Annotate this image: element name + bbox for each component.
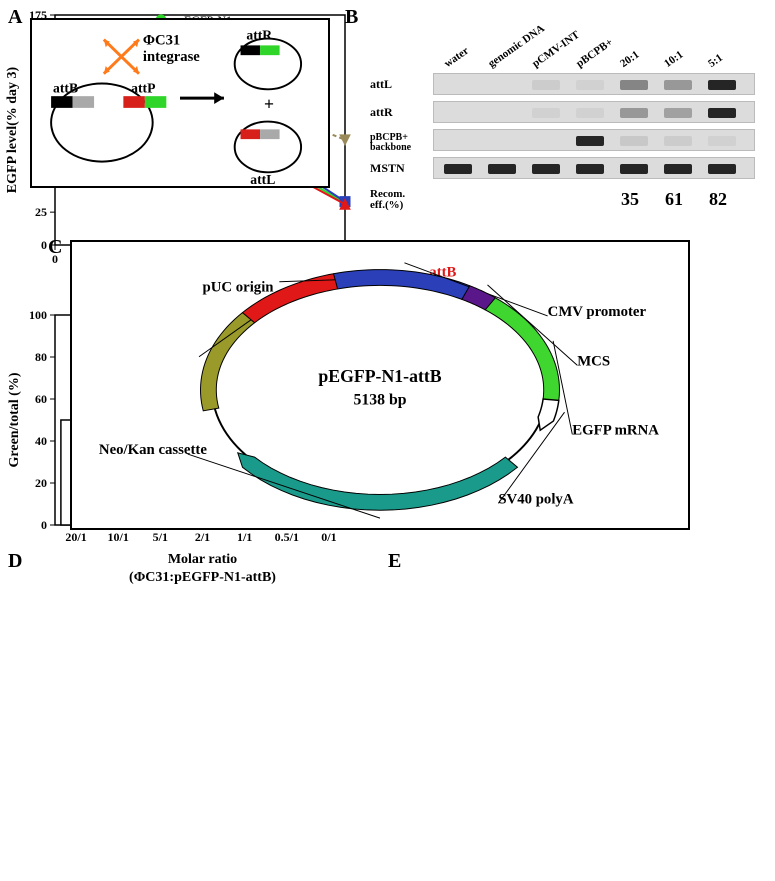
svg-text:2/1: 2/1 (195, 530, 210, 544)
band (620, 136, 648, 146)
svg-text:20: 20 (35, 476, 47, 490)
band (532, 164, 560, 174)
lane-label-5: 10:1 (662, 49, 685, 70)
svg-text:Green/total (%): Green/total (%) (7, 372, 22, 467)
band (576, 136, 604, 146)
svg-text:5/1: 5/1 (153, 530, 168, 544)
panel-a-diagram: attB attP ΦC31 integrase attR + attL (30, 18, 330, 188)
lane-label-4: 20:1 (618, 49, 641, 70)
plasmid-label-6: Neo/Kan cassette (99, 442, 207, 458)
panel-c-plasmid: pEGFP-N1-attB 5138 bp pUC originattBCMV … (70, 240, 690, 530)
plasmid-svg: pEGFP-N1-attB 5138 bp pUC originattBCMV … (72, 242, 688, 528)
lane-label-0: water (442, 45, 471, 70)
band (708, 108, 736, 118)
gel-strip-0 (433, 73, 755, 95)
attl-label: attL (250, 172, 275, 186)
label-a: A (8, 6, 22, 29)
plasmid-label-0: pUC origin (202, 279, 273, 295)
svg-text:0/1: 0/1 (321, 530, 336, 544)
plasmid-name: pEGFP-N1-attB (318, 366, 441, 386)
eff-value-5: 61 (665, 189, 683, 210)
band (576, 164, 604, 174)
svg-text:40: 40 (35, 434, 47, 448)
label-c: C (48, 236, 62, 259)
band (664, 80, 692, 90)
svg-text:EGFP level(% day 3): EGFP level(% day 3) (5, 66, 20, 193)
svg-text:Molar ratio: Molar ratio (168, 552, 237, 567)
plasmid-label-2: CMV promoter (548, 304, 647, 320)
band (708, 80, 736, 90)
svg-text:(ΦC31:pEGFP-N1-attB): (ΦC31:pEGFP-N1-attB) (129, 570, 276, 585)
row-label-eff: Recom.eff.(%) (370, 189, 430, 211)
panel-b-gel: watergenomic DNApCMV-INTpBCPB+20:110:15:… (365, 18, 760, 223)
svg-text:20/1: 20/1 (65, 530, 86, 544)
band (620, 80, 648, 90)
band (488, 164, 516, 174)
band (576, 80, 604, 90)
row-label-0: attL (370, 77, 430, 92)
band (708, 164, 736, 174)
band (708, 136, 736, 146)
plasmid-arc-2 (334, 270, 481, 300)
eff-value-6: 82 (709, 189, 727, 210)
plasmid-label-5: SV40 polyA (498, 491, 573, 507)
attb-label: attB (53, 80, 78, 95)
band (532, 108, 560, 118)
phic31-text1: ΦC31 (143, 32, 180, 48)
label-d: D (8, 550, 22, 573)
band (664, 164, 692, 174)
band (664, 108, 692, 118)
svg-text:0: 0 (41, 518, 47, 532)
row-label-1: attR (370, 105, 430, 120)
svg-text:1/1: 1/1 (237, 530, 252, 544)
plasmid-label-3: MCS (577, 353, 610, 369)
lane-label-6: 5:1 (706, 52, 725, 70)
plasmid-size: 5138 bp (353, 392, 406, 409)
plasmid-arc-0 (201, 309, 261, 411)
label-e: E (388, 550, 401, 573)
svg-text:0.5/1: 0.5/1 (275, 530, 299, 544)
band (664, 136, 692, 146)
band (620, 108, 648, 118)
row-label-3: MSTN (370, 161, 430, 176)
phic31-text2: integrase (143, 49, 200, 65)
plasmid-arc-5 (538, 399, 559, 430)
band (620, 164, 648, 174)
panel-a-svg: attB attP ΦC31 integrase attR + attL (32, 20, 328, 186)
row-label-2: pBCPB+backbone (370, 133, 430, 153)
gel-strip-1 (433, 101, 755, 123)
band (532, 80, 560, 90)
plus-symbol: + (264, 94, 274, 114)
gel-strip-3 (433, 157, 755, 179)
band (576, 108, 604, 118)
attr-label: attR (246, 28, 272, 43)
svg-text:100: 100 (29, 308, 47, 322)
gel-strip-2 (433, 129, 755, 151)
svg-text:80: 80 (35, 350, 47, 364)
svg-text:0: 0 (41, 238, 47, 252)
plasmid-arc-6 (238, 453, 518, 510)
band (444, 164, 472, 174)
svg-text:25: 25 (35, 205, 47, 219)
eff-value-4: 35 (621, 189, 639, 210)
svg-text:60: 60 (35, 392, 47, 406)
lane-label-3: pBCPB+ (574, 36, 615, 70)
attp-label: attP (131, 80, 155, 95)
plasmid-label-4: EGFP mRNA (572, 422, 659, 438)
label-b: B (345, 6, 358, 29)
svg-text:10/1: 10/1 (108, 530, 129, 544)
